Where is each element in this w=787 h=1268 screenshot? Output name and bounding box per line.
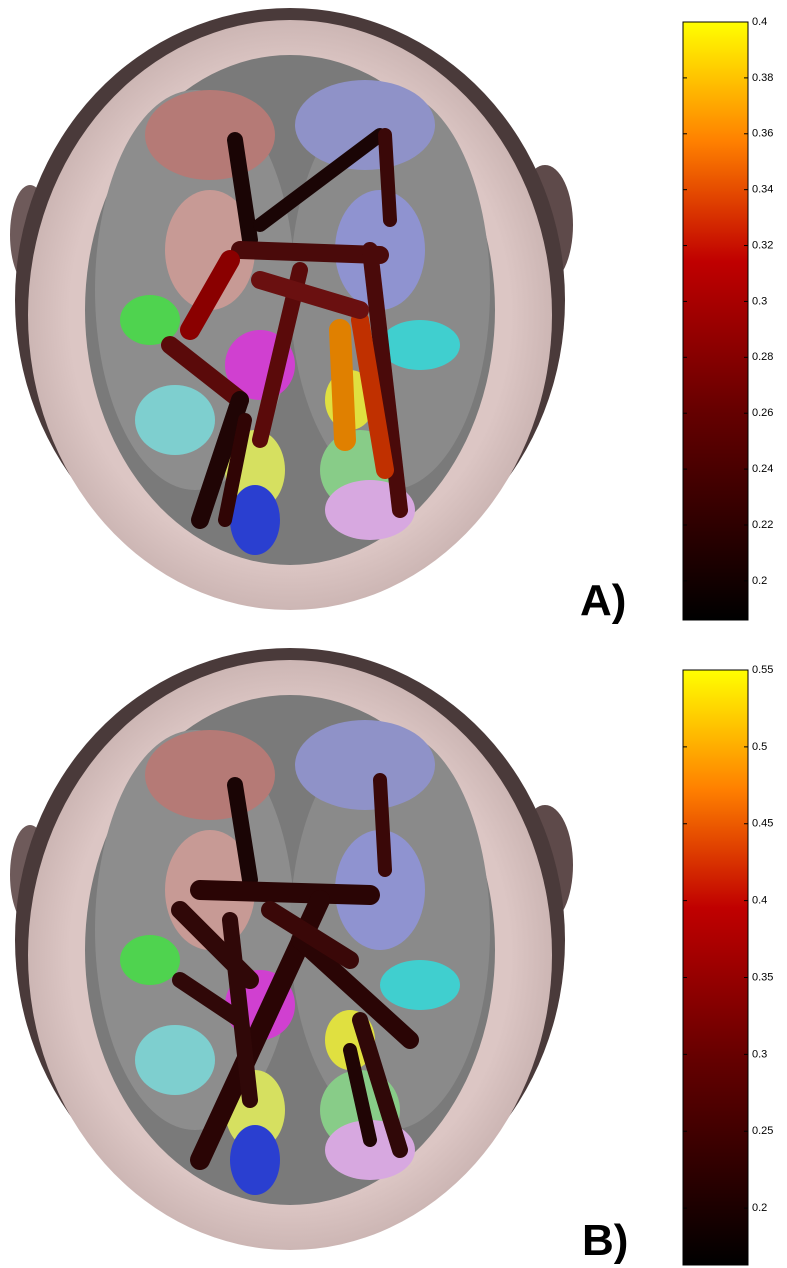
tick-label: 0.4 (752, 895, 767, 907)
panel-a-image (10, 8, 573, 610)
tick-label: 0.24 (752, 463, 773, 475)
tick-label: 0.3 (752, 295, 767, 307)
tick-label: 0.22 (752, 519, 773, 531)
tick-label: 0.28 (752, 351, 773, 363)
panel-label: B) (582, 1216, 628, 1265)
tick-label: 0.5 (752, 741, 767, 753)
tick-label: 0.4 (752, 16, 767, 28)
tick-label: 0.38 (752, 72, 773, 84)
colorbar (683, 670, 748, 1265)
tick-label: 0.2 (752, 575, 767, 587)
tick-label: 0.36 (752, 128, 773, 140)
tick-label: 0.2 (752, 1202, 767, 1214)
panel-label: A) (580, 576, 626, 625)
panel-b-image (10, 648, 573, 1250)
tick-label: 0.34 (752, 184, 773, 196)
tick-label: 0.45 (752, 818, 773, 830)
colorbar (683, 22, 748, 620)
tick-label: 0.25 (752, 1125, 773, 1137)
tick-label: 0.26 (752, 407, 773, 419)
tick-label: 0.55 (752, 664, 773, 676)
tick-label: 0.3 (752, 1048, 767, 1060)
tick-label: 0.32 (752, 239, 773, 251)
tick-label: 0.35 (752, 971, 773, 983)
figure: 0.2 0.22 0.24 0.26 0.28 0.3 0.32 0.34 0.36 0.38 0.… (0, 0, 787, 1268)
